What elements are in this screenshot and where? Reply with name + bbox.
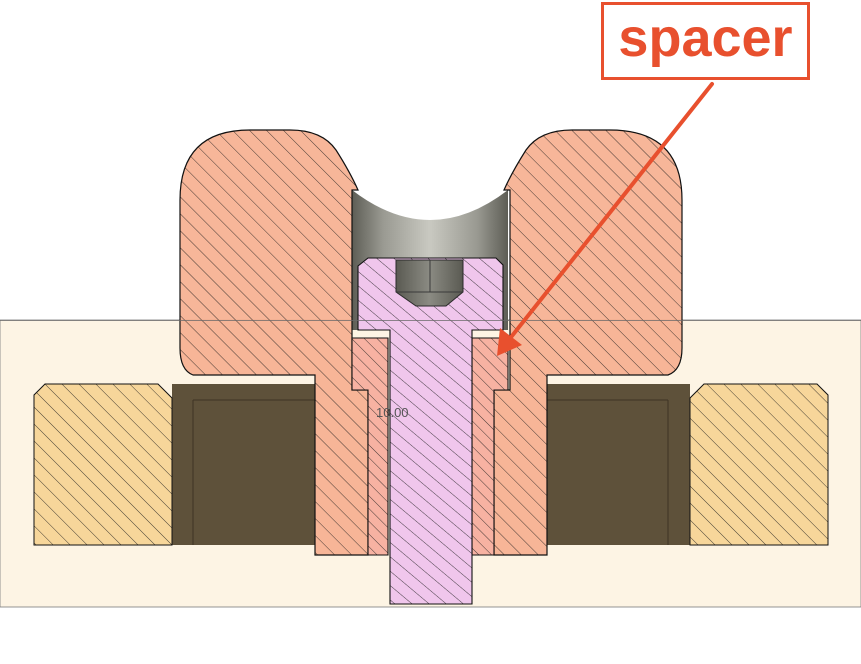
spacer-left-hatch — [351, 337, 389, 556]
bolt-hatch — [357, 257, 504, 605]
left-cavity — [172, 384, 315, 545]
right-cavity — [547, 384, 690, 545]
roller-housing-hatch — [179, 129, 683, 556]
spacer-callout-label: spacer — [618, 8, 793, 68]
callout-leader — [502, 82, 714, 348]
callout-arrowhead — [497, 328, 522, 356]
left-ring-hatch — [33, 383, 173, 546]
right-ring-hatch — [689, 383, 829, 546]
spacer-callout-box: spacer — [601, 2, 810, 80]
dimension-label: 10.00 — [376, 405, 409, 420]
